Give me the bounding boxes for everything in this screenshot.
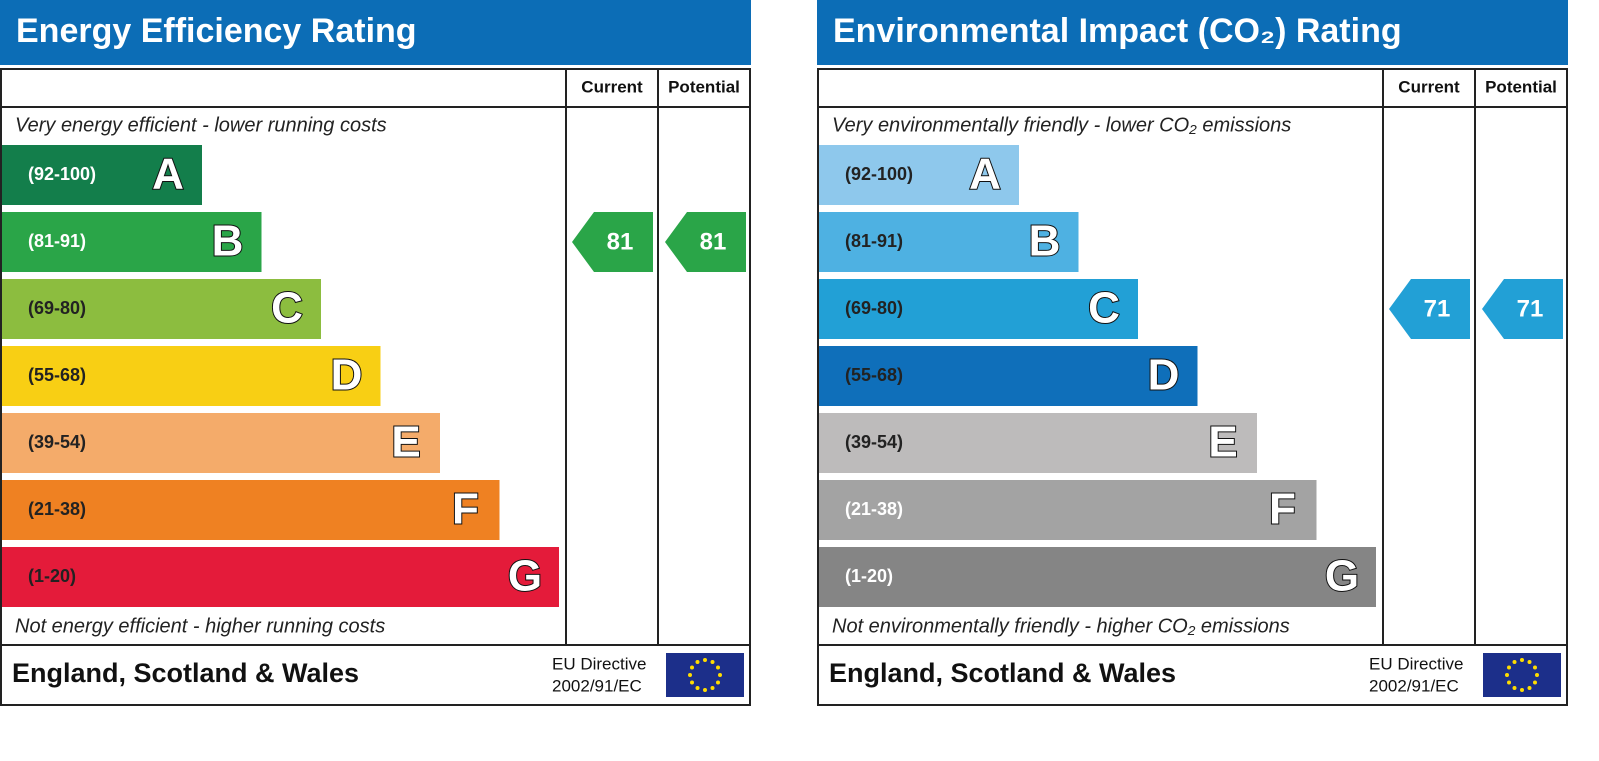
rating-panel: Energy Efficiency Rating Current Potential… — [0, 0, 751, 706]
rating-band — [819, 346, 1198, 406]
band-letter: B — [1029, 217, 1061, 266]
band-letter: C — [1088, 284, 1120, 333]
band-letter: B — [212, 217, 244, 266]
rating-panel: Environmental Impact (CO₂) Rating Current… — [817, 0, 1568, 706]
title-bar — [0, 0, 751, 65]
band-range: (81-91) — [845, 231, 903, 251]
column-header: Current — [1398, 77, 1460, 96]
top-caption: Very environmentally friendly - lower CO… — [832, 114, 1291, 136]
flag-star — [715, 665, 720, 670]
flag-star — [710, 660, 715, 665]
directive-text: 2002/91/EC — [552, 676, 642, 695]
flag-star — [1535, 673, 1539, 677]
band-letter: D — [331, 351, 363, 400]
rating-band — [2, 346, 381, 406]
flag-star — [715, 680, 720, 685]
band-range: (92-100) — [28, 164, 96, 184]
flag-star — [695, 685, 700, 690]
band-range: (1-20) — [845, 566, 893, 586]
column-header: Current — [581, 77, 643, 96]
band-range: (69-80) — [845, 298, 903, 318]
footer-region: England, Scotland & Wales — [12, 658, 359, 688]
band-letter: F — [452, 485, 479, 534]
band-letter: C — [271, 284, 303, 333]
rating-band — [2, 480, 500, 540]
flag-star — [1532, 680, 1537, 685]
rating-band — [2, 413, 440, 473]
directive-text: EU Directive — [552, 654, 646, 673]
rating-arrow — [1389, 279, 1470, 339]
rating-band — [819, 279, 1138, 339]
flag-star — [1527, 685, 1532, 690]
rating-band — [819, 547, 1376, 607]
band-range: (69-80) — [28, 298, 86, 318]
flag-star — [1520, 658, 1524, 662]
band-letter: G — [1325, 552, 1359, 601]
band-range: (39-54) — [28, 432, 86, 452]
flag-star — [1507, 665, 1512, 670]
rating-band — [819, 145, 1019, 205]
rating-band — [819, 413, 1257, 473]
flag-star — [703, 688, 707, 692]
bottom-caption: Not environmentally friendly - higher CO… — [832, 615, 1290, 637]
band-letter: A — [969, 150, 1001, 199]
band-range: (92-100) — [845, 164, 913, 184]
flag-star — [1512, 685, 1517, 690]
band-range: (55-68) — [845, 365, 903, 385]
flag-star — [703, 658, 707, 662]
flag-star — [1527, 660, 1532, 665]
top-caption: Very energy efficient - lower running co… — [15, 114, 387, 136]
rating-band — [2, 145, 202, 205]
band-letter: E — [391, 418, 420, 467]
rating-value: 71 — [1424, 295, 1451, 322]
rating-value: 81 — [607, 228, 634, 255]
column-header: Potential — [1485, 77, 1557, 96]
band-letter: F — [1269, 485, 1296, 534]
panel-title: Environmental Impact (CO₂) Rating — [833, 12, 1402, 50]
rating-arrow — [665, 212, 746, 272]
band-range: (39-54) — [845, 432, 903, 452]
rating-band — [819, 480, 1317, 540]
flag-star — [1532, 665, 1537, 670]
band-letter: E — [1208, 418, 1237, 467]
band-range: (1-20) — [28, 566, 76, 586]
flag-star — [695, 660, 700, 665]
flag-star — [690, 680, 695, 685]
band-letter: D — [1148, 351, 1180, 400]
flag-star — [1512, 660, 1517, 665]
band-letter: A — [152, 150, 184, 199]
flag-star — [690, 665, 695, 670]
bottom-caption: Not energy efficient - higher running co… — [15, 615, 385, 637]
rating-band — [819, 212, 1079, 272]
band-range: (21-38) — [845, 499, 903, 519]
rating-band — [2, 547, 559, 607]
band-range: (55-68) — [28, 365, 86, 385]
flag-star — [710, 685, 715, 690]
flag-star — [718, 673, 722, 677]
band-letter: G — [508, 552, 542, 601]
directive-text: 2002/91/EC — [1369, 676, 1459, 695]
column-header: Potential — [668, 77, 740, 96]
rating-band — [2, 212, 262, 272]
title-bar — [817, 0, 1568, 65]
rating-arrow — [572, 212, 653, 272]
rating-arrow — [1482, 279, 1563, 339]
band-range: (81-91) — [28, 231, 86, 251]
flag-star — [1507, 680, 1512, 685]
flag-star — [1505, 673, 1509, 677]
panel-title: Energy Efficiency Rating — [16, 12, 417, 50]
rating-value: 81 — [700, 228, 727, 255]
directive-text: EU Directive — [1369, 654, 1463, 673]
band-range: (21-38) — [28, 499, 86, 519]
rating-value: 71 — [1517, 295, 1544, 322]
rating-band — [2, 279, 321, 339]
flag-star — [688, 673, 692, 677]
flag-star — [1520, 688, 1524, 692]
footer-region: England, Scotland & Wales — [829, 658, 1176, 688]
